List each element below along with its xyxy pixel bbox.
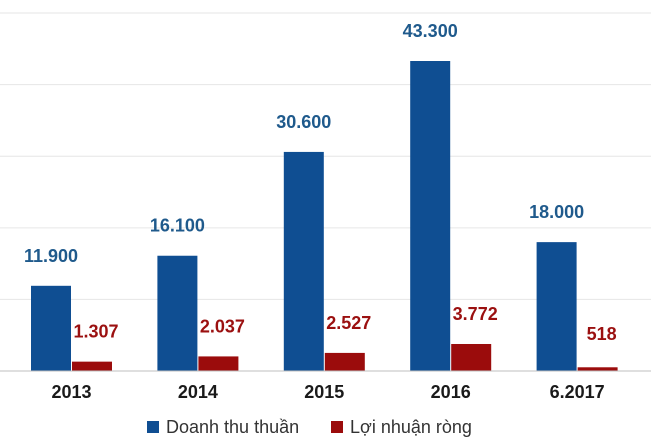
bar-loi-nhuan <box>577 367 618 371</box>
bar-loi-nhuan <box>198 356 239 371</box>
value-label-loi-nhuan: 2.037 <box>200 316 245 336</box>
value-label-loi-nhuan: 2.527 <box>326 313 371 333</box>
legend-swatch-loi-nhuan <box>331 421 343 433</box>
category-label: 2015 <box>304 382 344 402</box>
value-label-doanh-thu: 11.900 <box>24 246 78 266</box>
category-labels: 2013 2014 2015 2016 6.2017 <box>51 382 604 402</box>
legend-label-doanh-thu: Doanh thu thuần <box>166 417 299 437</box>
value-labels: 11.900 1.307 16.100 2.037 30.600 2.527 43.300 3… <box>24 21 617 344</box>
value-label-doanh-thu: 18.000 <box>529 202 584 222</box>
legend-label-loi-nhuan: Lợi nhuận ròng <box>350 417 472 437</box>
legend-swatch-doanh-thu <box>147 421 159 433</box>
value-label-doanh-thu: 16.100 <box>150 216 205 236</box>
category-label: 2016 <box>431 382 471 402</box>
bars <box>31 61 618 371</box>
category-label: 6.2017 <box>550 382 605 402</box>
value-label-doanh-thu: 30.600 <box>276 112 331 132</box>
bar-loi-nhuan <box>324 352 365 371</box>
bar-doanh-thu <box>536 242 577 371</box>
bar-loi-nhuan <box>72 361 112 371</box>
bar-doanh-thu <box>157 255 198 371</box>
value-label-loi-nhuan: 3.772 <box>453 304 498 324</box>
bar-loi-nhuan <box>451 343 492 371</box>
value-label-doanh-thu: 43.300 <box>403 21 458 41</box>
legend: Doanh thu thuần Lợi nhuận ròng <box>147 417 472 437</box>
category-label: 2014 <box>178 382 218 402</box>
bar-doanh-thu <box>31 285 71 371</box>
bar-doanh-thu <box>283 151 324 371</box>
value-label-loi-nhuan: 1.307 <box>73 322 118 342</box>
value-label-loi-nhuan: 518 <box>587 324 617 344</box>
category-label: 2013 <box>51 382 91 402</box>
bar-doanh-thu <box>410 61 451 371</box>
